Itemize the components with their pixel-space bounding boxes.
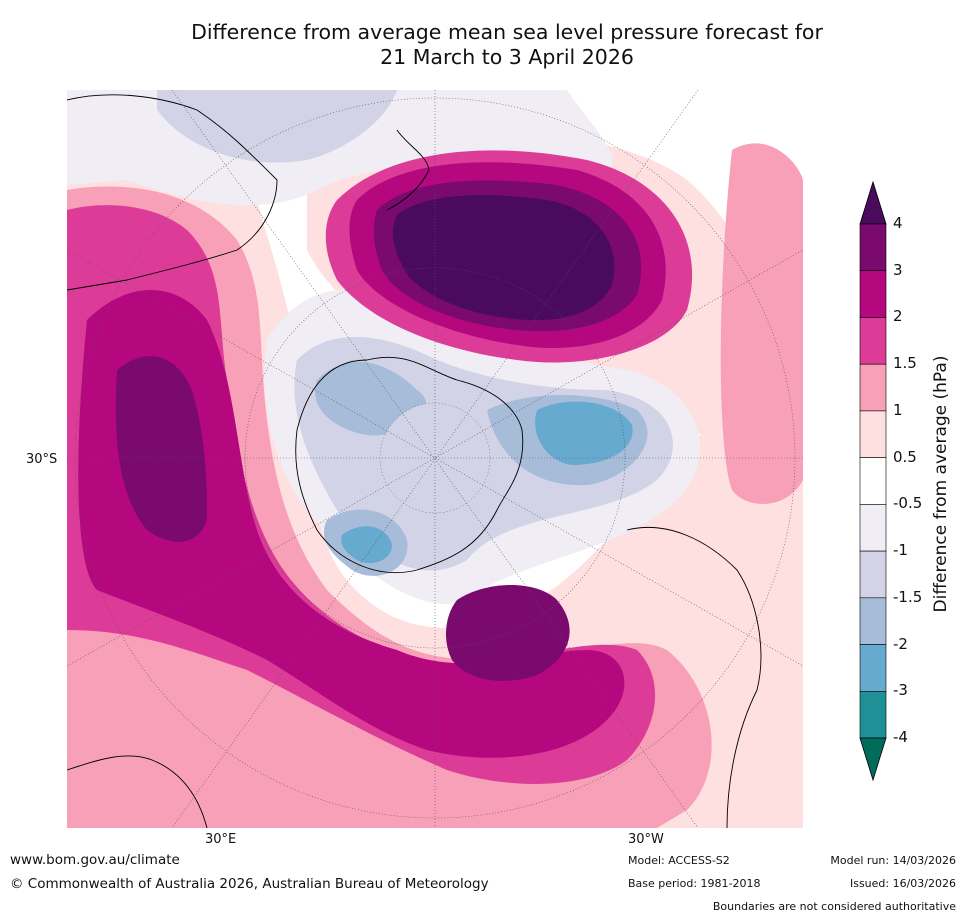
colorbar-boxes <box>859 223 887 739</box>
colorbar-tick-label: 2 <box>893 307 903 326</box>
antarctica <box>295 356 524 574</box>
colorbar-title: Difference from average (hPa) <box>931 355 951 613</box>
colorbar-tick-label: 0.5 <box>893 447 917 466</box>
colorbar-cap-bottom <box>859 737 887 782</box>
south-america-coast <box>626 526 762 828</box>
colorbar-box-l3_4 <box>859 223 887 272</box>
lon-label-30e: 30°E <box>205 832 237 847</box>
colorbar <box>859 180 887 782</box>
colorbar-box-l15_2 <box>859 317 887 365</box>
pressure-anomaly-map <box>67 90 803 828</box>
anomaly-band-positive-west <box>67 186 712 828</box>
colorbar-box-lm15_m1 <box>859 550 887 599</box>
colorbar-box-l1_15 <box>859 363 887 412</box>
footer-model: Model: ACCESS-S2 <box>628 854 730 867</box>
colorbar-cap-top <box>859 180 887 225</box>
colorbar-box-l2_3 <box>859 270 887 318</box>
new-zealand-coast <box>386 129 430 211</box>
polar-cap <box>379 402 491 514</box>
map-title: Difference from average mean sea level p… <box>100 20 914 70</box>
colorbar-tick-label: 1 <box>893 400 903 419</box>
colorbar-tick-label: -1.5 <box>893 587 923 606</box>
footer-base-period: Base period: 1981-2018 <box>628 877 761 890</box>
colorbar-tick-label: -4 <box>893 728 908 747</box>
colorbar-tick-label: -3 <box>893 681 908 700</box>
lon-label-30w: 30°W <box>628 832 664 847</box>
graticule <box>67 90 803 828</box>
colorbar-box-lm4_m3 <box>859 690 887 739</box>
anomaly-band-positive-south-america <box>720 143 803 828</box>
title-line-1: Difference from average mean sea level p… <box>191 20 823 44</box>
map-canvas <box>67 90 803 828</box>
footer-disclaimer: Boundaries are not considered authoritat… <box>712 900 956 913</box>
footer-url[interactable]: www.bom.gov.au/climate <box>10 852 180 868</box>
colorbar-box-neutral <box>859 457 887 505</box>
lat-label-30s: 30°S <box>26 452 58 467</box>
australia-coast <box>67 94 278 291</box>
colorbar-box-lm2_m15 <box>859 597 887 645</box>
footer-model-run: Model run: 14/03/2026 <box>830 854 956 867</box>
colorbar-box-lm1_m05 <box>859 504 887 552</box>
colorbar-tick-label: -2 <box>893 634 908 653</box>
colorbar-tick-label: -1 <box>893 541 908 560</box>
colorbar-box-l05_1 <box>859 410 887 458</box>
colorbar-box-lm3_m2 <box>859 644 887 692</box>
colorbar-tick-label: 3 <box>893 260 903 279</box>
colorbar-tick-label: -0.5 <box>893 494 923 513</box>
footer-copyright: © Commonwealth of Australia 2026, Austra… <box>10 876 489 892</box>
africa-coast <box>67 755 208 828</box>
title-line-2: 21 March to 3 April 2026 <box>380 45 634 69</box>
footer-issued: Issued: 16/03/2026 <box>849 877 956 890</box>
anomaly-band-positive-east <box>325 150 693 363</box>
colorbar-tick-label: 4 <box>893 214 903 232</box>
colorbar-tick-label: 1.5 <box>893 354 917 373</box>
